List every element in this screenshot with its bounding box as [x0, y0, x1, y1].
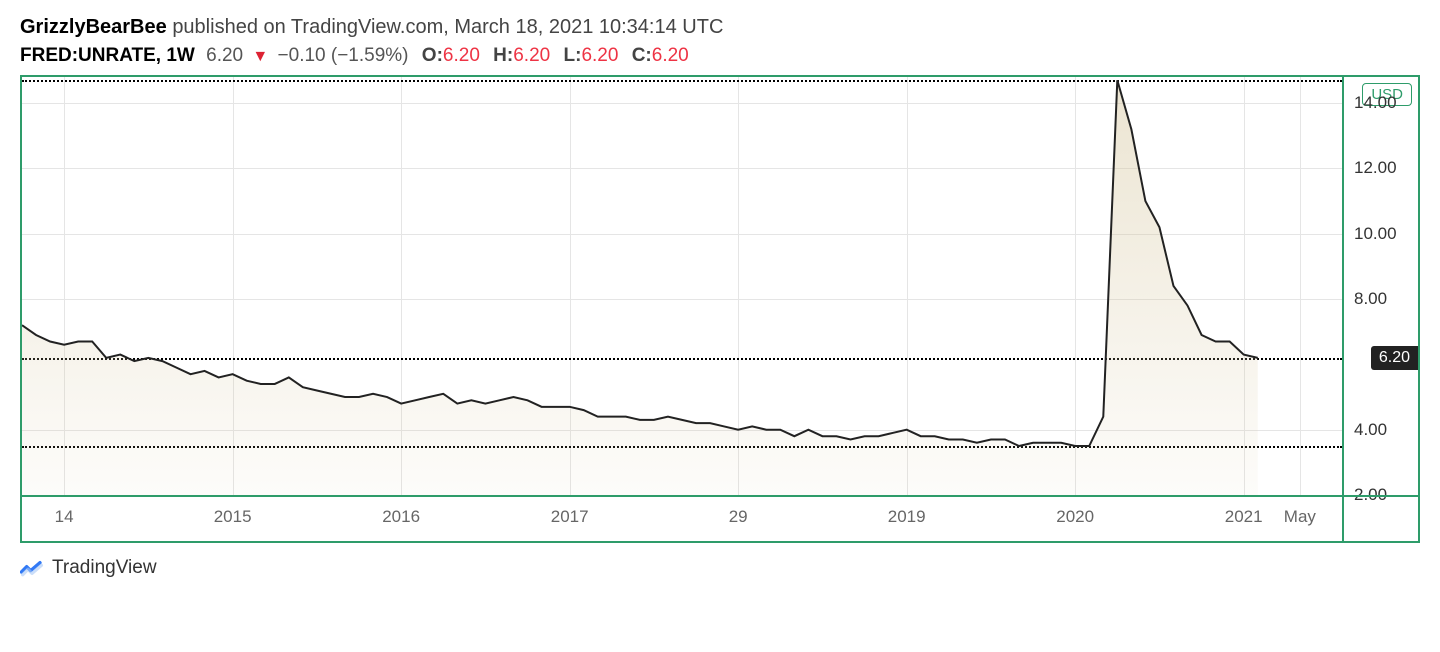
y-axis: USD 2.004.008.0010.0012.0014.006.20: [1344, 77, 1418, 541]
x-tick-label: 2017: [551, 507, 589, 527]
ohlc-l-value: 6.20: [581, 45, 618, 66]
ohlc-o-value: 6.20: [443, 45, 480, 66]
x-tick-label: May: [1284, 507, 1316, 527]
x-tick-label: 2016: [382, 507, 420, 527]
x-tick-label: 2015: [214, 507, 252, 527]
ohlc-c-value: 6.20: [652, 45, 689, 66]
chart-frame[interactable]: 1420152016201729201920202021May USD 2.00…: [20, 75, 1420, 543]
symbol-line: FRED:UNRATE, 1W 6.20 ▼ −0.10 (−1.59%) O:…: [20, 45, 1420, 67]
footer: TradingView: [20, 557, 1420, 579]
ohlc-h-value: 6.20: [513, 45, 550, 66]
plot-area[interactable]: 14 2015 2016 2017 29 2019 2020 2021 May: [22, 77, 1344, 541]
y-tick-label: 4.00: [1354, 420, 1387, 440]
x-tick-label: 2020: [1056, 507, 1094, 527]
ohlc-c-label: C:: [632, 45, 652, 66]
last-price: 6.20: [206, 45, 243, 66]
y-tick-label: 10.00: [1354, 224, 1397, 244]
tradingview-logo-icon: [20, 559, 44, 577]
y-tick-label: 12.00: [1354, 158, 1397, 178]
area-fill: [22, 80, 1258, 495]
chart-svg: [22, 77, 1342, 495]
symbol-label: FRED:UNRATE, 1W: [20, 45, 195, 66]
y-tick-label: 14.00: [1354, 93, 1397, 113]
x-tick-label: 14: [55, 507, 74, 527]
footer-brand: TradingView: [52, 557, 157, 579]
price-flag: 6.20: [1371, 346, 1418, 370]
ohlc-l-label: L:: [564, 45, 582, 66]
chart-container: GrizzlyBearBee published on TradingView.…: [0, 0, 1440, 652]
author-name: GrizzlyBearBee: [20, 16, 167, 38]
x-tick-label: 2019: [888, 507, 926, 527]
x-tick-label: 2021: [1225, 507, 1263, 527]
plot-main[interactable]: [22, 77, 1342, 495]
ohlc-o-label: O:: [422, 45, 443, 66]
price-change: −0.10 (−1.59%): [278, 45, 409, 66]
ohlc-h-label: H:: [493, 45, 513, 66]
x-axis: 14 2015 2016 2017 29 2019 2020 2021 May: [22, 495, 1342, 541]
down-arrow-icon: ▼: [252, 48, 268, 65]
x-tick-label: 29: [729, 507, 748, 527]
publish-text: published on TradingView.com, March 18, …: [172, 16, 723, 38]
publish-line: GrizzlyBearBee published on TradingView.…: [20, 16, 1420, 39]
y-tick-label: 8.00: [1354, 289, 1387, 309]
